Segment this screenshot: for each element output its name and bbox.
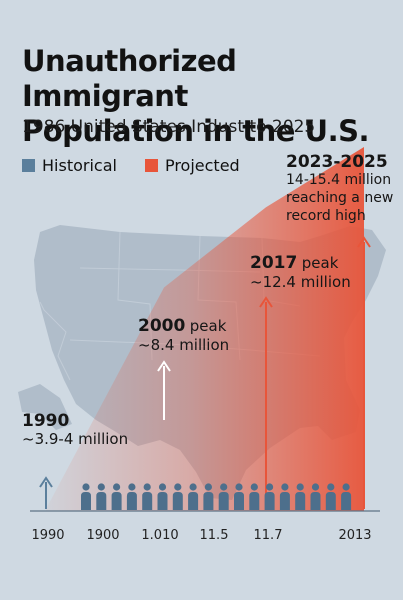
x-tick-label: 1900 (86, 528, 119, 543)
person-icon (310, 483, 321, 510)
annotation-2017-year: 2017 (250, 253, 298, 273)
x-tick-label: 11.7 (254, 528, 283, 543)
annotation-2000-year: 2000 (138, 316, 186, 336)
person-icon (96, 483, 107, 510)
person-icon (81, 483, 91, 510)
legend-label-projected: Projected (164, 156, 240, 175)
person-icon (172, 483, 183, 510)
arrow-head (259, 296, 273, 308)
people-layer (81, 483, 352, 510)
annotation-2023-2025: 2023-2025 14-15.4 million reaching a new… (286, 153, 393, 225)
legend: Historical Projected (22, 156, 268, 175)
annotation-2023-line1: 14-15.4 million (286, 172, 392, 188)
alaska-shape (18, 384, 72, 430)
legend-label-historical: Historical (42, 156, 117, 175)
marker-arrow-2000 (157, 360, 171, 420)
annotation-2017: 2017 peak ~12.4 million (250, 254, 351, 291)
title-line-1: Unauthorized Immigrant (22, 44, 237, 113)
legend-item-historical: Historical (22, 156, 117, 175)
person-icon (295, 483, 306, 510)
annotation-2023-line3: record high (286, 208, 366, 224)
page-title: Unauthorized Immigrant Population in the… (22, 44, 392, 149)
annotation-2023-line2: reaching a new (286, 190, 394, 206)
map-border-line (39, 301, 71, 381)
person-icon (126, 483, 137, 510)
legend-swatch-historical (22, 159, 35, 172)
area-layer (46, 147, 364, 511)
arrow-head (357, 236, 371, 248)
annotation-2000-value: ~8.4 million (138, 336, 230, 354)
annotation-1990-year: 1990 (22, 411, 70, 431)
arrow-head (39, 476, 53, 488)
annotation-1990-value: ~3.9-4 million (22, 430, 129, 448)
marker-arrow-1990 (39, 476, 53, 509)
marker-arrow-2017 (259, 296, 273, 509)
x-tick-label: 11.5 (200, 528, 229, 543)
annotation-2000-peak: peak (189, 317, 227, 335)
annotation-1990: 1990 ~3.9-4 million (22, 412, 128, 448)
person-icon (218, 483, 229, 510)
subtitle: 1986 United States Indust to 2025 (22, 117, 316, 137)
annotation-2017-value: ~12.4 million (250, 273, 351, 291)
annotation-2023-year: 2023-2025 (286, 152, 388, 172)
projected-area (46, 147, 364, 511)
title-line-2: Population in the U.S. (22, 114, 369, 148)
person-icon (234, 483, 244, 510)
person-icon (203, 483, 214, 510)
arrow-layer (39, 236, 371, 509)
person-icon (264, 483, 275, 510)
arrow-head (157, 360, 171, 372)
legend-item-projected: Projected (144, 156, 240, 175)
person-icon (111, 483, 122, 510)
marker-arrow-2023-2025 (357, 236, 371, 509)
annotation-2000: 2000 peak ~8.4 million (138, 317, 229, 354)
legend-swatch-projected (144, 159, 158, 172)
person-icon (325, 483, 336, 510)
x-tick-label: 1990 (31, 528, 64, 543)
person-icon (341, 483, 352, 510)
person-icon (249, 483, 260, 510)
x-tick-label: 1.010 (141, 528, 178, 543)
person-icon (142, 483, 153, 510)
annotation-2017-peak: peak (301, 254, 339, 272)
person-icon (279, 483, 290, 510)
x-tick-label: 2013 (338, 528, 371, 543)
x-tick-labels: 1990 1900 1.010 11.5 11.7 2013 (31, 528, 371, 543)
person-icon (157, 483, 168, 510)
person-icon (188, 483, 199, 510)
